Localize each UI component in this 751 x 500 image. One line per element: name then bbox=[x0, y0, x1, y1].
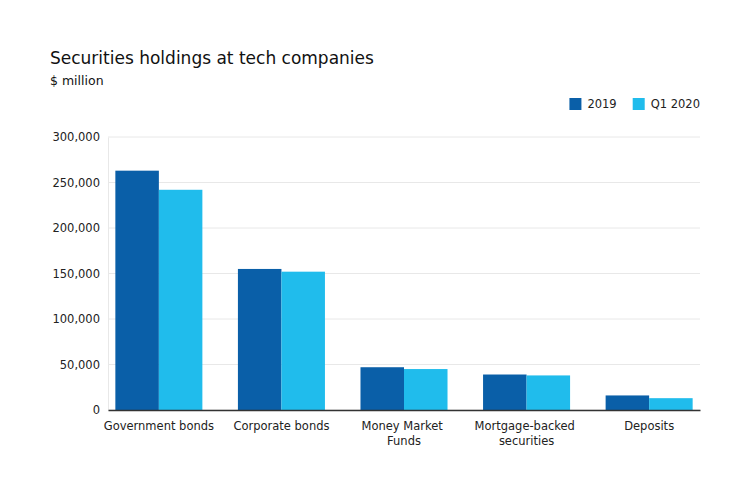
y-axis-line bbox=[108, 138, 109, 411]
y-tick: 150,000 bbox=[52, 267, 108, 281]
x-tick-label: Mortgage-backed securities bbox=[475, 419, 579, 448]
y-tick: 300,000 bbox=[52, 130, 108, 144]
y-tick-label: 250,000 bbox=[52, 176, 100, 190]
y-tick-label: 300,000 bbox=[52, 130, 100, 144]
grid-line bbox=[108, 137, 700, 138]
bar bbox=[606, 395, 650, 410]
x-tick-label: Money Market Funds bbox=[362, 419, 447, 448]
y-tick: 100,000 bbox=[52, 312, 108, 326]
x-tick: Government bonds bbox=[104, 410, 214, 433]
y-axis: 0 50,000 100,000 150,000 200,000 250,000 300,0… bbox=[52, 130, 108, 417]
legend-swatch bbox=[633, 98, 645, 110]
chart: Securities holdings at tech companies $ m… bbox=[0, 0, 751, 500]
x-axis-line bbox=[109, 410, 701, 412]
x-tick-label: Deposits bbox=[624, 419, 674, 433]
grid-line bbox=[108, 182, 700, 183]
x-tick-label: Corporate bonds bbox=[233, 419, 329, 433]
bar bbox=[649, 398, 693, 410]
legend-label: 2019 bbox=[587, 97, 616, 111]
y-tick: 50,000 bbox=[60, 358, 108, 372]
y-tick-label: 100,000 bbox=[52, 312, 100, 326]
bar bbox=[281, 272, 325, 410]
y-tick-label: 50,000 bbox=[60, 358, 100, 372]
title: Securities holdings at tech companies bbox=[50, 48, 374, 68]
y-tick-label: 0 bbox=[93, 403, 100, 417]
y-tick-label: 150,000 bbox=[52, 267, 100, 281]
bar bbox=[238, 269, 282, 410]
bar bbox=[115, 171, 159, 410]
x-tick-label: Government bonds bbox=[104, 419, 214, 433]
grid bbox=[108, 137, 700, 410]
bar bbox=[159, 190, 203, 410]
bar bbox=[527, 375, 571, 410]
legend-swatch bbox=[569, 98, 581, 110]
y-tick: 0 bbox=[93, 403, 108, 417]
bar bbox=[483, 375, 527, 410]
x-tick: Corporate bonds bbox=[233, 410, 329, 433]
legend: Q1 2020 2019 bbox=[569, 97, 700, 111]
bar bbox=[360, 367, 404, 410]
legend-label: Q1 2020 bbox=[651, 97, 700, 111]
bars bbox=[115, 171, 692, 410]
y-tick: 200,000 bbox=[52, 221, 108, 235]
x-tick: Deposits bbox=[624, 410, 674, 433]
x-tick: Money Market Funds bbox=[362, 410, 447, 448]
y-tick: 250,000 bbox=[52, 176, 108, 190]
x-tick: Mortgage-backed securities bbox=[475, 410, 579, 448]
y-tick-label: 200,000 bbox=[52, 221, 100, 235]
bar bbox=[404, 369, 448, 410]
subtitle: $ million bbox=[50, 73, 104, 88]
x-axis: Government bonds Corporate bonds Money Mar… bbox=[104, 410, 701, 448]
